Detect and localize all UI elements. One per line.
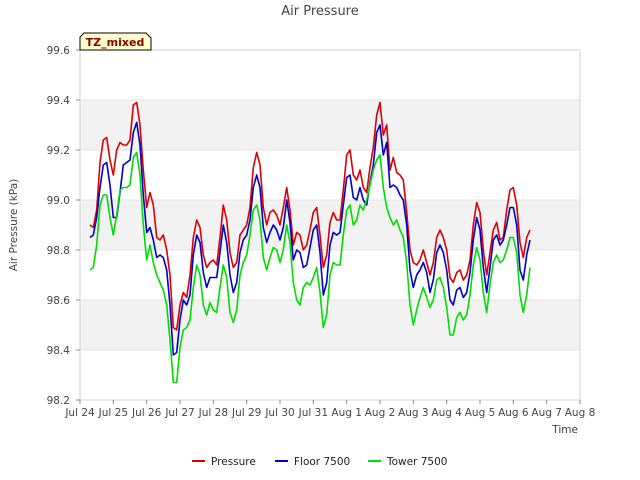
- y-tick-label: 98.2: [47, 395, 70, 407]
- x-tick-label: Aug 5: [465, 407, 496, 419]
- x-tick-label: Jul 28: [198, 407, 228, 419]
- x-tick-label: Jul 29: [231, 407, 261, 419]
- x-axis-ticks: Jul 24 Jul 25 Jul 26 Jul 27 Jul 28 Jul 29 Jul …: [64, 400, 595, 419]
- y-tick-label: 99.2: [47, 145, 70, 157]
- x-tick-label: Aug 8: [565, 407, 596, 419]
- y-tick-label: 98.8: [47, 245, 70, 257]
- legend-label: Floor 7500: [294, 456, 350, 468]
- x-tick-label: Jul 30: [264, 407, 294, 419]
- grid-band: [80, 100, 580, 150]
- timezone-badge: TZ_mixed: [79, 32, 152, 51]
- x-tick-label: Aug 6: [498, 407, 529, 419]
- x-tick-label: Jul 25: [98, 407, 128, 419]
- y-axis-title: Air Pressure (kPa): [8, 179, 20, 272]
- x-tick-label: Aug 4: [431, 407, 462, 419]
- y-tick-label: 99.6: [47, 45, 71, 57]
- x-axis-title: Time: [551, 424, 578, 436]
- x-tick-label: Aug 3: [398, 407, 429, 419]
- chart-title: Air Pressure: [281, 4, 359, 19]
- series-line-floor-7500: [89, 121, 531, 356]
- x-tick-label: Jul 26: [131, 407, 162, 419]
- y-axis-ticks: 98.2 98.4 98.6 98.8 99.0 99.2 99.4 99.6: [47, 45, 80, 407]
- x-tick-label: Jul 31: [298, 407, 328, 419]
- series-line-pressure: [89, 101, 531, 331]
- x-tick-label: Aug 2: [365, 407, 396, 419]
- x-tick-label: Jul 27: [164, 407, 194, 419]
- timezone-badge-label: TZ_mixed: [86, 36, 145, 49]
- legend-label: Tower 7500: [386, 456, 447, 468]
- x-tick-label: Aug 7: [531, 407, 562, 419]
- legend-label: Pressure: [211, 456, 256, 468]
- y-tick-label: 99.4: [47, 95, 71, 107]
- series-line-tower-7500: [89, 151, 531, 384]
- x-tick-label: Aug 1: [331, 407, 362, 419]
- legend: Pressure Floor 7500 Tower 7500: [192, 456, 447, 468]
- x-tick-label: Jul 24: [64, 407, 95, 419]
- y-tick-label: 99.0: [47, 195, 70, 207]
- y-tick-label: 98.4: [47, 345, 71, 357]
- series-lines: [89, 101, 531, 384]
- grid-band: [80, 300, 580, 350]
- y-tick-label: 98.6: [47, 295, 71, 307]
